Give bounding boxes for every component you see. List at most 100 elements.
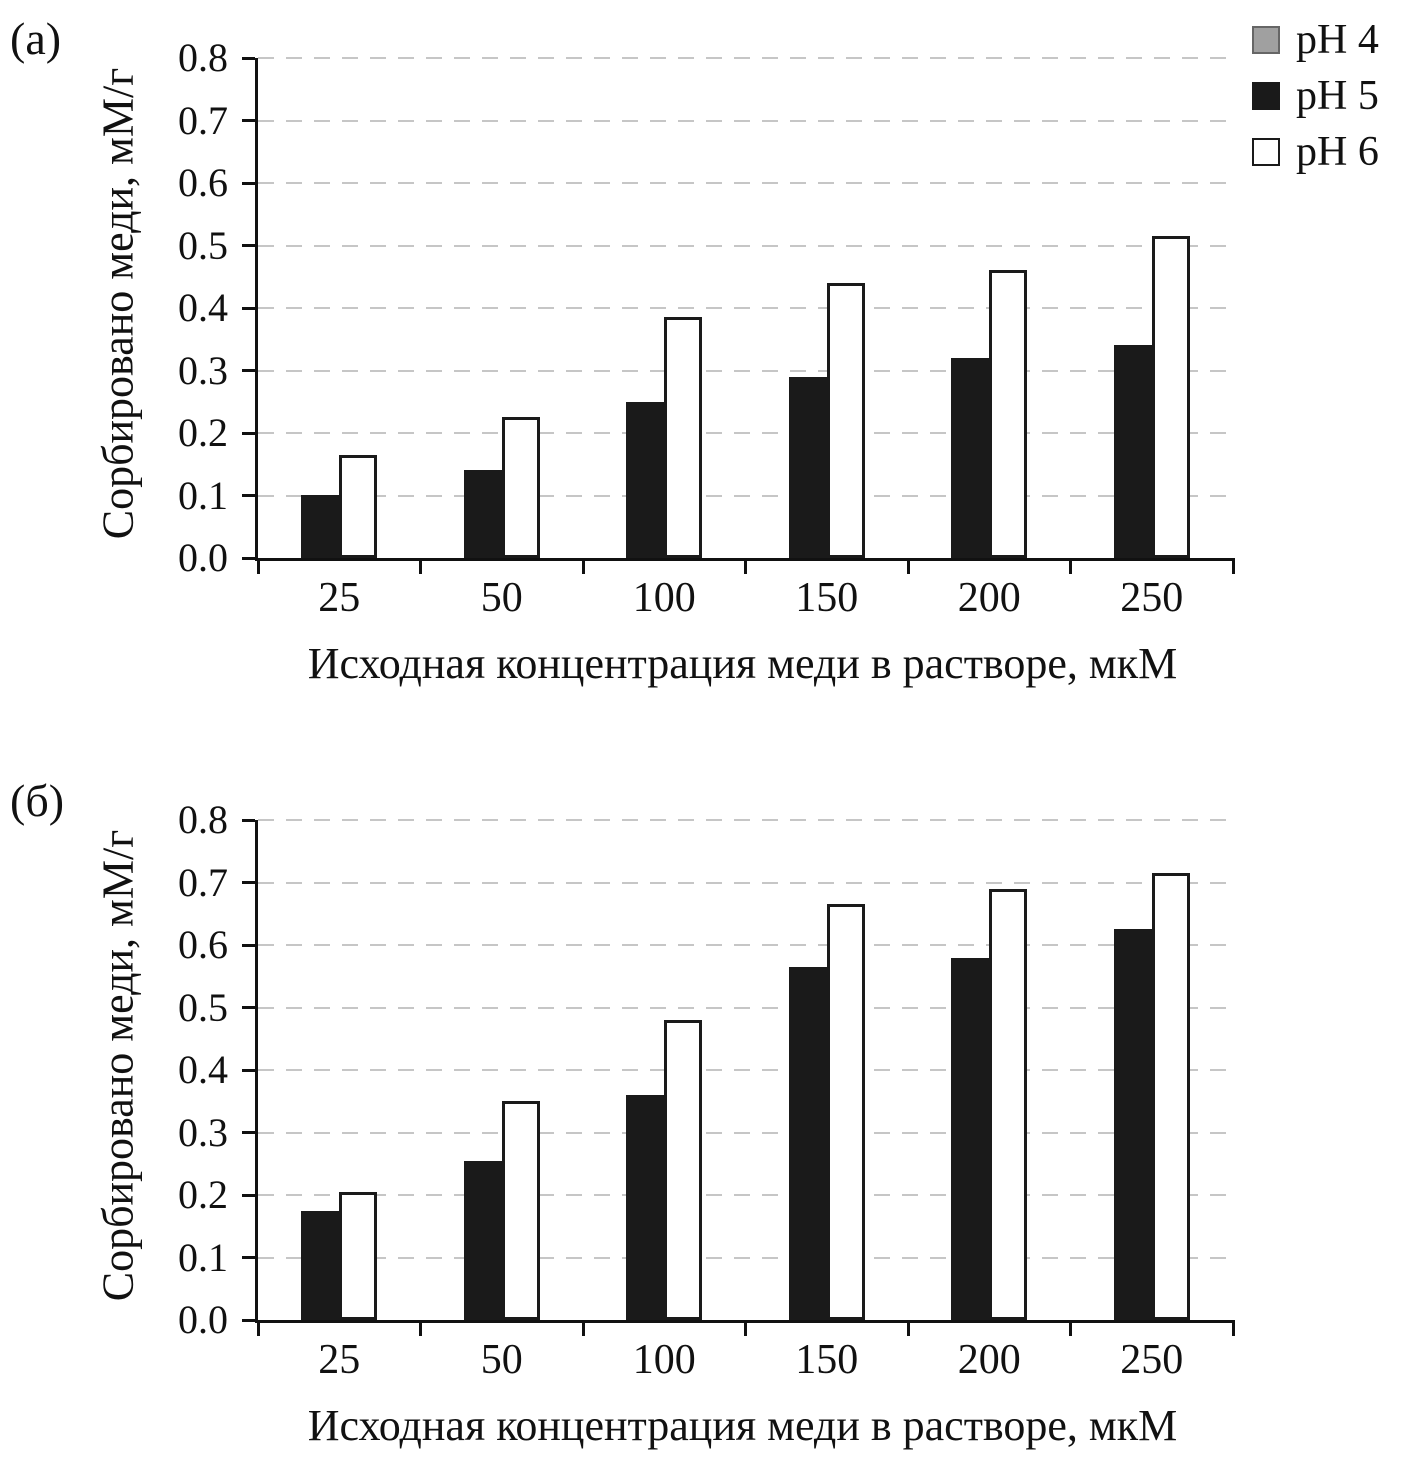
bar-ph-5 [626,402,665,558]
y-axis-tick [242,431,255,435]
x-tick-label: 100 [632,1337,696,1383]
y-tick-label: 0.0 [178,535,228,580]
x-axis-tick [906,1320,910,1336]
legend-row: pH 4 [1252,18,1379,62]
x-axis-tick [419,1320,422,1336]
y-axis-tick [242,818,255,822]
bar-ph-6 [1151,236,1190,558]
legend-row: pH 6 [1252,130,1379,174]
bar-ph-6 [501,1101,540,1320]
legend-swatch-ph-6 [1252,138,1280,166]
legend-label: pH 6 [1296,129,1379,175]
y-tick-label: 0.6 [178,922,228,967]
bar-ph-5 [463,470,502,558]
gridline [258,1069,1233,1071]
legend-swatch-ph-5 [1252,82,1280,110]
gridline [258,182,1233,184]
x-axis-tick [256,1320,260,1336]
legend-swatch-ph-4 [1252,26,1280,54]
x-axis-tick [419,558,422,574]
plot-area: 0.0 0.1 0.2 0.3 0.4 0.5 0.6 0.7 0.8 25 50 100 150 200… [178,35,1235,621]
y-tick-label: 0.5 [178,222,228,268]
legend-label: pH 4 [1296,17,1379,63]
y-axis-tick [242,1193,255,1197]
y-axis-tick [242,494,255,497]
y-tick-label: 0.4 [178,1047,228,1092]
y-axis-tick [242,881,255,884]
bar-ph-5 [1113,929,1152,1320]
gridline [258,369,1233,372]
y-tick-label: 0.0 [178,1297,228,1342]
bar-ph-6 [501,417,540,558]
plot-area: 0.0 0.1 0.2 0.3 0.4 0.5 0.6 0.7 0.8 25 50 100 150 200… [178,797,1235,1383]
y-axis-tick [242,244,255,247]
x-axis-tick [906,558,910,574]
x-tick-label: 250 [1120,1337,1184,1383]
y-axis-tick [242,306,255,310]
gridline [258,244,1233,247]
bar-ph-6 [664,1020,703,1320]
y-axis-tick [242,1318,255,1322]
y-tick-label: 0.7 [178,859,228,905]
x-tick-label: 150 [795,575,859,621]
panel-label-a: (а) [10,13,62,64]
y-tick-label: 0.2 [178,410,228,455]
bar-ph-5 [788,377,827,558]
y-axis-tick [242,943,255,947]
y-axis-tick [242,1131,255,1134]
x-tick-label: 250 [1120,575,1184,621]
bar-ph-6 [989,270,1028,558]
x-tick-label: 25 [318,575,361,621]
bar-ph-5 [463,1161,502,1320]
bar-ph-6 [989,889,1028,1320]
x-tick-label: 200 [957,1337,1021,1383]
gridline [258,307,1233,309]
y-tick-label: 0.1 [178,472,228,518]
gridline [258,432,1233,434]
y-tick-label: 0.6 [178,160,228,205]
gridline [258,1194,1233,1196]
x-axis-tick [581,1320,585,1336]
bar-ph-6 [826,283,865,558]
gridline [258,1131,1233,1134]
gridline [258,57,1233,59]
x-axis-title: Исходная концентрация меди в растворе, м… [307,639,1178,688]
panel-label-b: (б) [10,775,65,826]
x-axis-tick [744,558,747,574]
y-tick-label: 0.8 [178,35,228,80]
x-axis-title: Исходная концентрация меди в растворе, м… [307,1401,1178,1450]
bar-ph-6 [339,455,378,558]
x-axis-tick [256,558,260,574]
x-tick-label: 200 [957,575,1021,621]
x-tick-label: 150 [795,1337,859,1383]
y-tick-label: 0.2 [178,1172,228,1217]
y-tick-label: 0.3 [178,1109,228,1155]
bar-ph-6 [1151,873,1190,1320]
y-tick-label: 0.4 [178,285,228,330]
y-axis-tick [242,56,255,60]
gridline [258,494,1233,497]
bar-ph-5 [301,495,340,558]
y-tick-label: 0.8 [178,797,228,842]
x-axis-tick [1069,1320,1072,1336]
y-axis-tick [242,119,255,122]
x-axis-tick [581,558,585,574]
y-axis-tick [242,1068,255,1072]
y-tick-label: 0.3 [178,347,228,393]
gridline [258,119,1233,122]
x-axis-tick [1231,1320,1235,1336]
gridline [258,1006,1233,1009]
bar-ph-6 [664,317,703,558]
y-axis-tick [242,369,255,372]
legend-row: pH 5 [1252,74,1379,118]
gridline [258,819,1233,821]
x-tick-label: 100 [632,575,696,621]
bar-ph-5 [1113,345,1152,558]
bar-ph-5 [788,967,827,1320]
x-tick-label: 25 [318,1337,361,1383]
y-tick-label: 0.7 [178,97,228,143]
x-axis-tick [1231,558,1235,574]
gridline [258,881,1233,884]
gridline [258,944,1233,946]
